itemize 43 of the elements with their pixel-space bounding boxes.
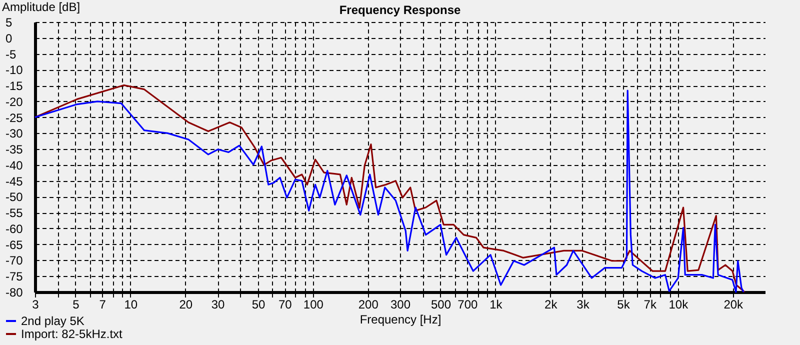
legend-label: Import: 82-5kHz.txt [21,327,124,341]
y-tick-label: -80 [6,286,24,300]
x-tick-label: 30 [211,298,225,312]
x-tick-label: 5k [617,298,631,312]
x-tick-label: 10 [124,298,138,312]
y-tick-label: 5 [6,16,12,30]
y-tick-label: -5 [6,47,16,62]
x-tick-label: 10k [668,298,690,312]
y-tick-label: -30 [6,126,24,141]
x-tick-label: 500 [430,298,452,312]
chart-title: Frequency Response [339,3,462,17]
y-tick-label: -50 [6,190,24,204]
x-tick-label: 700 [458,298,478,312]
x-tick-label: 300 [390,298,411,312]
x-tick-label: 100 [303,298,324,312]
y-tick-label: -55 [6,206,24,220]
y-tick-label: -35 [6,142,24,157]
y-tick-label: -25 [6,110,24,125]
x-tick-label: 3 [32,298,40,312]
x-tick-label: 20k [724,298,744,312]
y-tick-label: -45 [6,174,24,188]
x-tick-label: 70 [278,298,292,312]
x-tick-label: 1k [490,298,504,312]
y-tick-label: 0 [6,31,12,46]
y-tick-label: -10 [6,63,24,78]
y-tick-label: -20 [6,94,24,109]
x-tick-label: 50 [252,298,266,312]
y-tick-label: -70 [6,254,24,268]
legend-label: 2nd play 5K [21,314,84,328]
y-axis-title: Amplitude [dB] [2,0,80,14]
y-tick-label: -40 [6,158,24,172]
x-tick-label: 20 [179,298,193,312]
x-tick-label: 3k [576,298,590,312]
x-axis-title: Frequency [Hz] [360,312,442,326]
y-tick-label: -75 [6,270,24,284]
x-tick-label: 7k [644,298,658,312]
y-tick-label: -15 [6,79,24,94]
x-tick-label: 2k [544,298,558,312]
x-tick-label: 7 [99,298,106,312]
x-tick-label: 5 [72,298,80,312]
x-tick-label: 200 [358,298,379,312]
y-tick-label: -60 [6,222,24,236]
y-tick-label: -65 [6,238,24,252]
